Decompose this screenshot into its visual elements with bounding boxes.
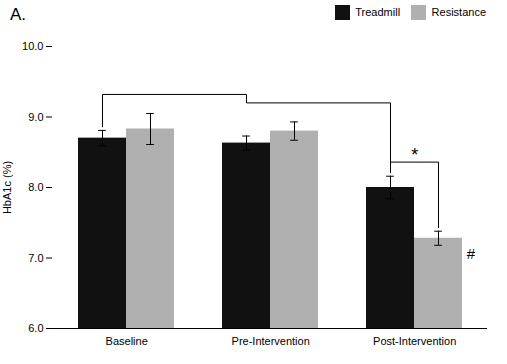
svg-text:9.0: 9.0	[28, 111, 43, 123]
svg-text:6.0: 6.0	[28, 322, 43, 334]
html-text:A.: A.	[10, 5, 27, 24]
svg-text:8.0: 8.0	[28, 181, 43, 193]
html-text:Treadmill: Treadmill	[355, 6, 401, 19]
svg-text:Baseline: Baseline	[106, 335, 148, 347]
svg-text:Pre-Intervention: Pre-Intervention	[232, 335, 310, 347]
svg-text:HbA1c (%): HbA1c (%)	[1, 161, 13, 214]
svg-text:10.0: 10.0	[22, 40, 43, 52]
svg-text:*: *	[411, 145, 418, 165]
svg-text:Post-Intervention: Post-Intervention	[373, 335, 456, 347]
svg-text:7.0: 7.0	[28, 252, 43, 264]
html-text:Resistance: Resistance	[431, 6, 486, 19]
svg-text:#: #	[467, 245, 476, 262]
